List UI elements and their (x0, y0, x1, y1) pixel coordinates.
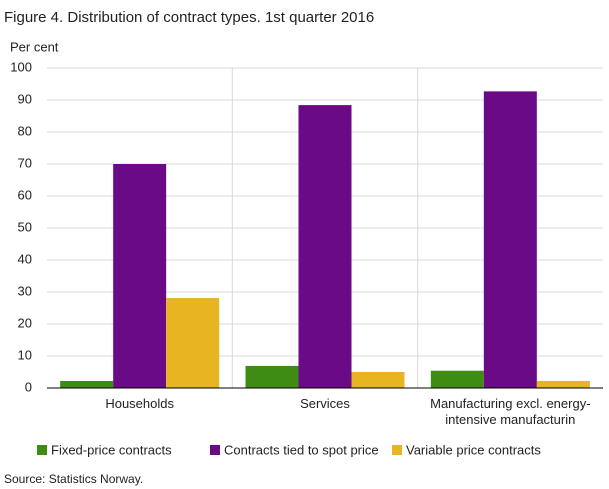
y-tick-label: 70 (18, 155, 32, 170)
y-tick-label: 10 (18, 347, 32, 362)
bar (166, 298, 220, 388)
y-tick-label: 60 (18, 187, 32, 202)
legend-label: Fixed-price contracts (51, 442, 172, 457)
legend-label: Variable price contracts (406, 442, 541, 457)
x-tick-label: Manufacturing excl. energy-intensive man… (430, 396, 591, 427)
x-tick-label: Services (300, 396, 350, 411)
y-tick-label: 100 (10, 59, 32, 74)
y-tick-label: 40 (18, 251, 32, 266)
y-axis-label: Per cent (10, 39, 59, 54)
y-tick-label: 50 (18, 219, 32, 234)
source: Source: Statistics Norway. (4, 472, 143, 486)
bar (245, 365, 299, 388)
bar (483, 91, 537, 389)
chart-title: Figure 4. Distribution of contract types… (4, 9, 374, 26)
bar (298, 105, 352, 389)
bar (60, 380, 114, 388)
y-tick-label: 30 (18, 283, 32, 298)
legend-swatch (392, 445, 402, 455)
bar (536, 380, 590, 388)
bar (351, 372, 405, 388)
bar (113, 164, 167, 388)
y-tick-label: 80 (18, 123, 32, 138)
y-tick-label: 0 (25, 379, 32, 394)
legend-swatch (37, 445, 47, 455)
y-tick-label: 90 (18, 91, 32, 106)
y-tick-label: 20 (18, 315, 32, 330)
legend-label: Contracts tied to spot price (224, 442, 379, 457)
bar (430, 370, 484, 388)
legend-swatch (210, 445, 220, 455)
x-tick-label: Households (105, 396, 174, 411)
